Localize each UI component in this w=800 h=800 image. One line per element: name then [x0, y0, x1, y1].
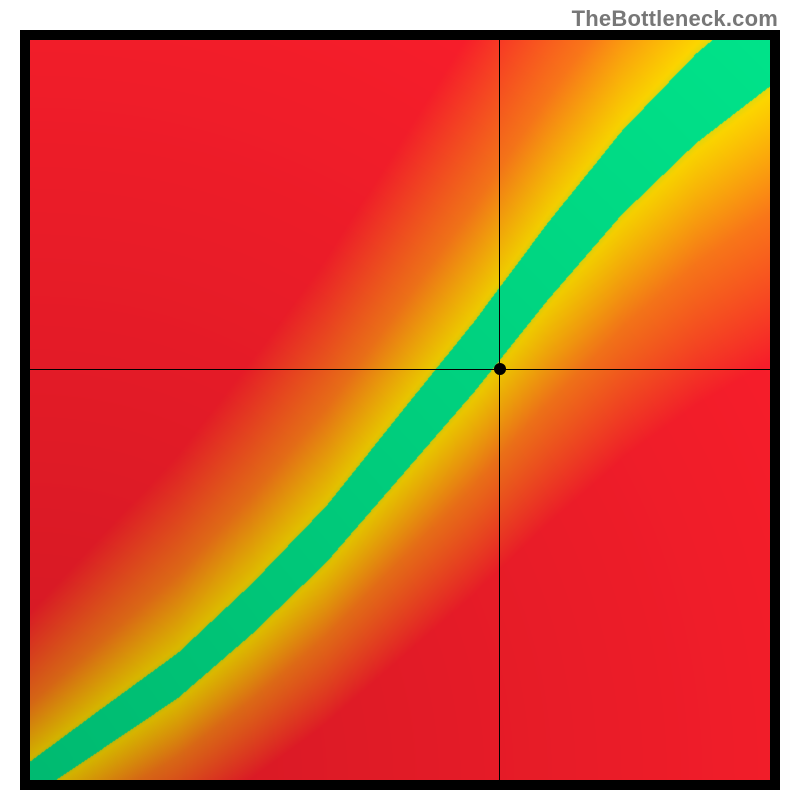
bottleneck-heatmap	[30, 40, 770, 780]
crosshair-vertical-line	[499, 40, 500, 780]
chart-outer-frame	[20, 30, 780, 790]
crosshair-horizontal-line	[30, 369, 770, 370]
watermark-text: TheBottleneck.com	[572, 6, 778, 32]
crosshair-marker-dot	[494, 363, 506, 375]
